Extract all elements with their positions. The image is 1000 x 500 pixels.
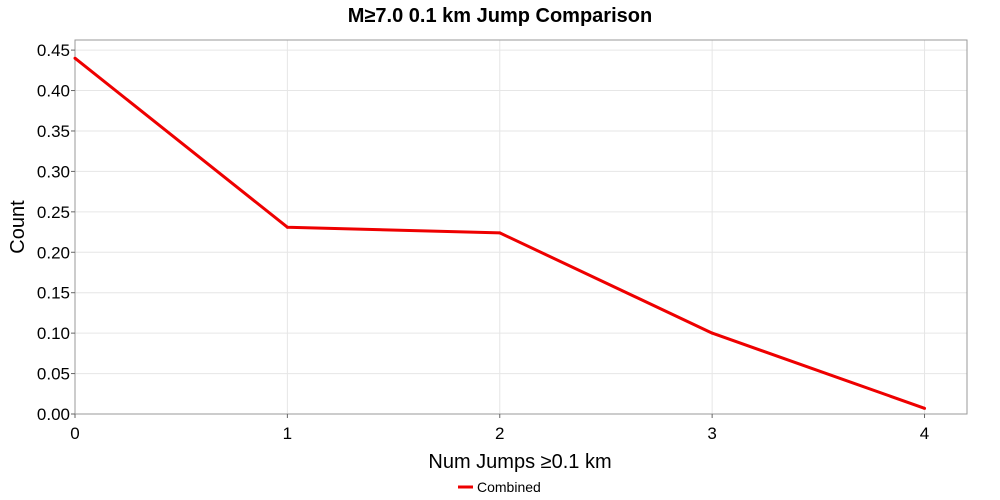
y-tick-label: 0.15 xyxy=(37,284,70,303)
x-tick-label: 1 xyxy=(283,424,292,443)
y-tick-label: 0.35 xyxy=(37,122,70,141)
data-point xyxy=(498,231,502,235)
x-tick-label: 3 xyxy=(707,424,716,443)
plot-area xyxy=(74,39,968,415)
y-tick-label: 0.10 xyxy=(37,324,70,343)
chart-title: M≥7.0 0.1 km Jump Comparison xyxy=(348,5,652,27)
data-point xyxy=(285,225,289,229)
y-tick-label: 0.00 xyxy=(37,405,70,424)
y-tick-label: 0.20 xyxy=(37,243,70,262)
data-point xyxy=(923,406,927,410)
legend: Combined xyxy=(458,479,541,495)
data-point xyxy=(73,56,77,60)
y-axis-label: Count xyxy=(7,200,29,254)
y-tick-label: 0.30 xyxy=(37,162,70,181)
legend-label: Combined xyxy=(477,479,541,495)
x-tick-label: 0 xyxy=(70,424,79,443)
x-tick-label: 4 xyxy=(920,424,929,443)
grid-lines xyxy=(74,40,967,415)
series-lines xyxy=(73,56,927,410)
y-tick-label: 0.05 xyxy=(37,365,70,384)
data-point xyxy=(710,331,714,335)
y-tick-label: 0.25 xyxy=(37,203,70,222)
axis-ticks: 0.00 0.05 0.10 0.15 0.20 0.25 0.30 0.35 0.40 0.45… xyxy=(37,41,929,443)
x-axis-label: Num Jumps ≥0.1 km xyxy=(428,451,611,473)
x-tick-label: 2 xyxy=(495,424,504,443)
y-tick-label: 0.40 xyxy=(37,82,70,101)
y-tick-label: 0.45 xyxy=(37,41,70,60)
